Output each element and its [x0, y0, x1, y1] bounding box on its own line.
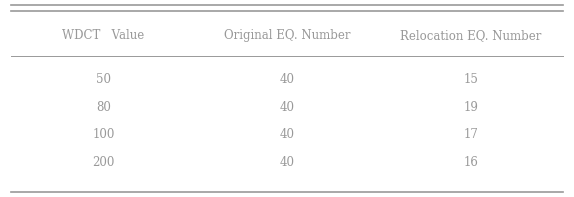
Text: Original EQ. Number: Original EQ. Number: [224, 29, 350, 42]
Text: 19: 19: [463, 101, 478, 114]
Text: 40: 40: [280, 101, 294, 114]
Text: Relocation EQ. Number: Relocation EQ. Number: [400, 29, 541, 42]
Text: 40: 40: [280, 156, 294, 169]
Text: 16: 16: [463, 156, 478, 169]
Text: WDCT   Value: WDCT Value: [62, 29, 145, 42]
Text: 100: 100: [92, 128, 114, 141]
Text: 40: 40: [280, 73, 294, 86]
Text: 17: 17: [463, 128, 478, 141]
Text: 50: 50: [96, 73, 111, 86]
Text: 200: 200: [92, 156, 114, 169]
Text: 15: 15: [463, 73, 478, 86]
Text: 80: 80: [96, 101, 111, 114]
Text: 40: 40: [280, 128, 294, 141]
